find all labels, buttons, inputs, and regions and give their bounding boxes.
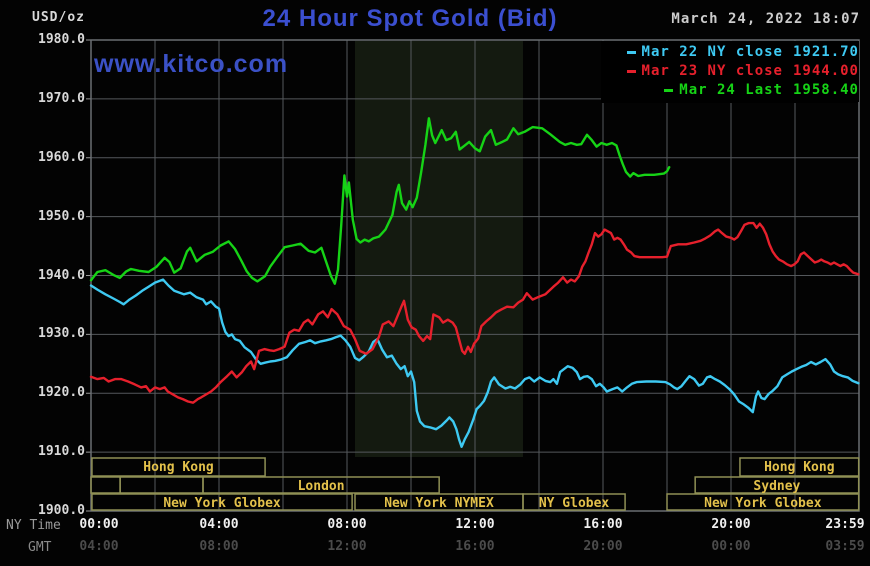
session-box xyxy=(91,493,353,511)
legend-swatch-mar22 xyxy=(626,50,636,54)
y-tick-label: 1920.0 xyxy=(38,385,85,401)
x-tick-label-gmt: 04:00 xyxy=(79,539,119,554)
legend-label: Mar 22 NY close xyxy=(641,44,783,60)
x-tick-label-ny: 04:00 xyxy=(199,517,239,532)
legend-swatch-mar24 xyxy=(664,88,674,92)
legend-item-mar24: Mar 24 Last 1958.40 xyxy=(627,81,859,100)
x-tick-label-gmt: 08:00 xyxy=(199,539,239,554)
session-label: NY Globex xyxy=(539,496,610,511)
x-tick-label-gmt: 16:00 xyxy=(455,539,495,554)
y-tick-label: 1970.0 xyxy=(38,90,85,106)
price-line-mar22 xyxy=(89,278,860,448)
nymex-session-band xyxy=(355,41,523,457)
legend-value: 1921.70 xyxy=(792,44,859,60)
plot-border xyxy=(90,39,860,512)
session-box xyxy=(90,476,121,494)
x-tick-label-ny: 00:00 xyxy=(79,517,119,532)
x-tick-label-gmt: 12:00 xyxy=(327,539,367,554)
kitco-watermark: www.kitco.com xyxy=(94,50,289,78)
legend-value: 1944.00 xyxy=(792,63,859,79)
legend-swatch-mar23 xyxy=(626,69,636,73)
x-tick-label-ny: 08:00 xyxy=(327,517,367,532)
y-tick-label: 1910.0 xyxy=(38,444,85,460)
x-tick-label-gmt: 20:00 xyxy=(583,539,623,554)
chart-timestamp: March 24, 2022 18:07 xyxy=(671,11,860,27)
session-box xyxy=(694,476,860,494)
x-axis-gmt-label: GMT xyxy=(28,540,52,555)
x-tick-label-gmt: 03:59 xyxy=(825,539,865,554)
y-tick-label: 1940.0 xyxy=(38,267,85,283)
session-label: Hong Kong xyxy=(143,460,213,475)
legend-value: 1958.40 xyxy=(792,82,859,98)
legend-label: Mar 23 NY close xyxy=(641,63,783,79)
x-axis-ny-time-label: NY Time xyxy=(6,518,61,533)
x-tick-label-ny: 12:00 xyxy=(455,517,495,532)
x-tick-label-ny: 23:59 xyxy=(825,517,865,532)
session-box xyxy=(522,493,626,511)
legend-item-mar23: Mar 23 NY close 1944.00 xyxy=(626,62,859,81)
y-axis-units-label: USD/oz xyxy=(32,10,85,25)
session-label: Sydney xyxy=(753,479,800,494)
price-line-mar23 xyxy=(89,221,860,404)
session-box xyxy=(91,457,266,477)
session-label: New York Globex xyxy=(163,496,281,511)
session-label: London xyxy=(298,479,345,494)
price-line-mar24 xyxy=(89,117,671,285)
y-tick-label: 1960.0 xyxy=(38,149,85,165)
x-tick-label-gmt: 00:00 xyxy=(711,539,751,554)
legend-label: Mar 24 Last xyxy=(679,82,783,98)
session-box xyxy=(666,493,860,511)
y-tick-label: 1950.0 xyxy=(38,208,85,224)
y-tick-label: 1930.0 xyxy=(38,326,85,342)
y-tick-label: 1900.0 xyxy=(38,503,85,518)
session-label: New York Globex xyxy=(704,496,822,511)
y-tick-label: 1980.0 xyxy=(38,32,85,47)
x-tick-label-ny: 20:00 xyxy=(711,517,751,532)
session-box xyxy=(202,476,440,494)
page-title: 24 Hour Spot Gold (Bid) xyxy=(262,5,558,32)
x-tick-label-ny: 16:00 xyxy=(583,517,623,532)
session-box xyxy=(119,476,204,494)
legend-item-mar22: Mar 22 NY close 1921.70 xyxy=(626,43,859,62)
session-label: New York NYMEX xyxy=(384,496,494,511)
session-box xyxy=(739,457,860,477)
legend: Mar 22 NY close 1921.70 Mar 23 NY close 19… xyxy=(618,41,859,102)
session-label: Hong Kong xyxy=(764,460,834,475)
